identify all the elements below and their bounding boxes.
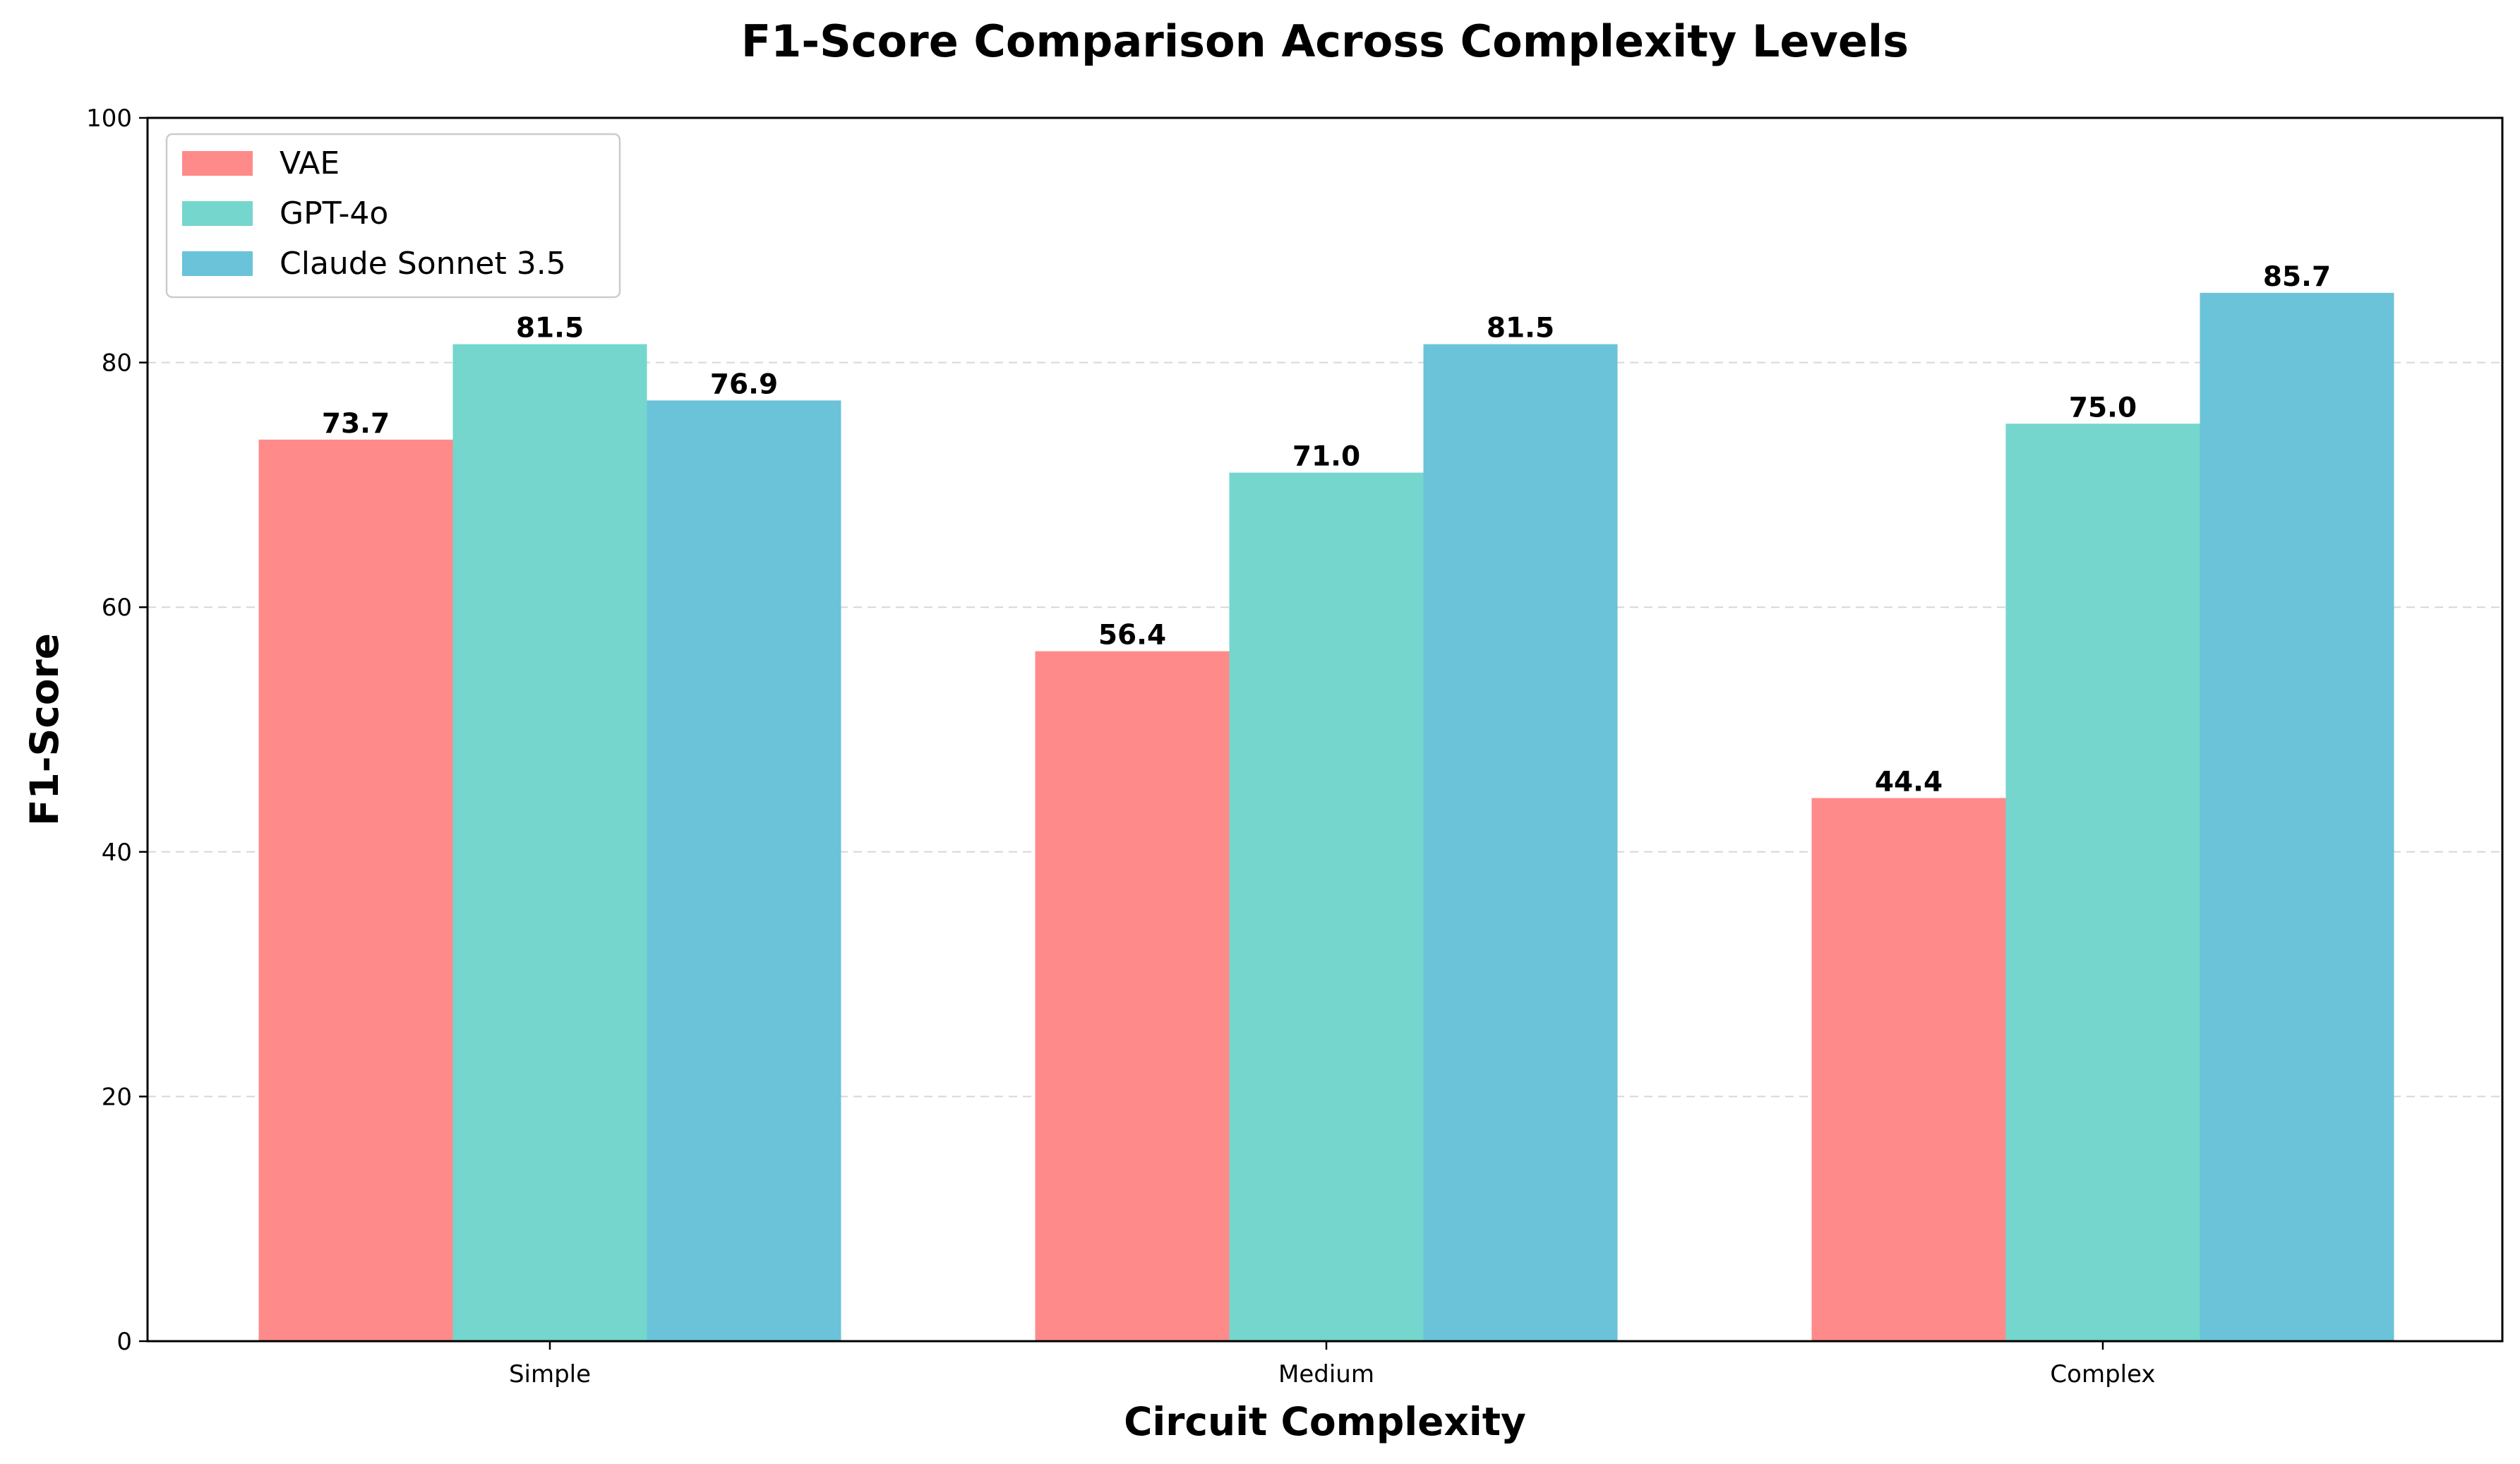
bar-claude-sonnet-3-5-complex xyxy=(2200,292,2394,1342)
data-label: 73.7 xyxy=(322,408,390,440)
data-label: 85.7 xyxy=(2263,261,2331,293)
bar-claude-sonnet-3-5-simple xyxy=(647,400,841,1341)
y-tick-label: 0 xyxy=(116,1328,132,1356)
chart-title: F1-Score Comparison Across Complexity Le… xyxy=(741,16,1909,67)
x-axis-ticks: Simple Medium Complex xyxy=(509,1341,2156,1388)
y-axis-ticks: 0 20 40 60 80 100 xyxy=(86,104,148,1356)
legend-swatch xyxy=(182,151,253,176)
bar-gpt-4o-complex xyxy=(2005,424,2200,1341)
x-tick-label-medium: Medium xyxy=(1278,1360,1374,1388)
bar-gpt-4o-simple xyxy=(452,344,647,1342)
bar-vae-medium xyxy=(1035,651,1230,1341)
y-tick-label: 40 xyxy=(102,839,132,867)
legend-label: GPT-4o xyxy=(280,196,388,232)
data-labels: 73.7 81.5 76.9 56.4 71.0 81.5 44.4 75.0 85.7 xyxy=(322,261,2331,798)
x-tick-label-simple: Simple xyxy=(509,1360,591,1388)
y-tick-label: 20 xyxy=(102,1083,132,1111)
bar-vae-complex xyxy=(1811,798,2006,1341)
data-label: 81.5 xyxy=(516,313,584,344)
legend-label: Claude Sonnet 3.5 xyxy=(280,246,566,282)
bar-claude-sonnet-3-5-medium xyxy=(1423,344,1618,1342)
legend-box xyxy=(165,133,621,299)
legend: VAE GPT-4o Claude Sonnet 3.5 xyxy=(165,133,621,299)
plot-frame xyxy=(146,116,2504,1343)
bar-vae-simple xyxy=(258,439,453,1341)
legend-swatch xyxy=(182,251,253,276)
data-label: 76.9 xyxy=(710,368,778,400)
data-label: 44.4 xyxy=(1875,767,1943,798)
bar-gpt-4o-medium xyxy=(1229,472,1424,1341)
x-tick-label-complex: Complex xyxy=(2050,1360,2155,1388)
legend-label: VAE xyxy=(280,145,340,181)
data-label: 56.4 xyxy=(1098,620,1166,652)
y-tick-label: 60 xyxy=(102,594,132,622)
x-axis-title: Circuit Complexity xyxy=(1124,1399,1526,1444)
y-tick-label: 80 xyxy=(102,349,132,378)
data-label: 75.0 xyxy=(2069,392,2137,424)
data-label: 71.0 xyxy=(1292,441,1360,473)
legend-swatch xyxy=(182,201,253,226)
y-axis-title: F1-Score xyxy=(22,633,67,826)
bars xyxy=(258,292,2394,1342)
y-tick-label: 100 xyxy=(86,104,132,133)
data-label: 81.5 xyxy=(1487,313,1554,344)
